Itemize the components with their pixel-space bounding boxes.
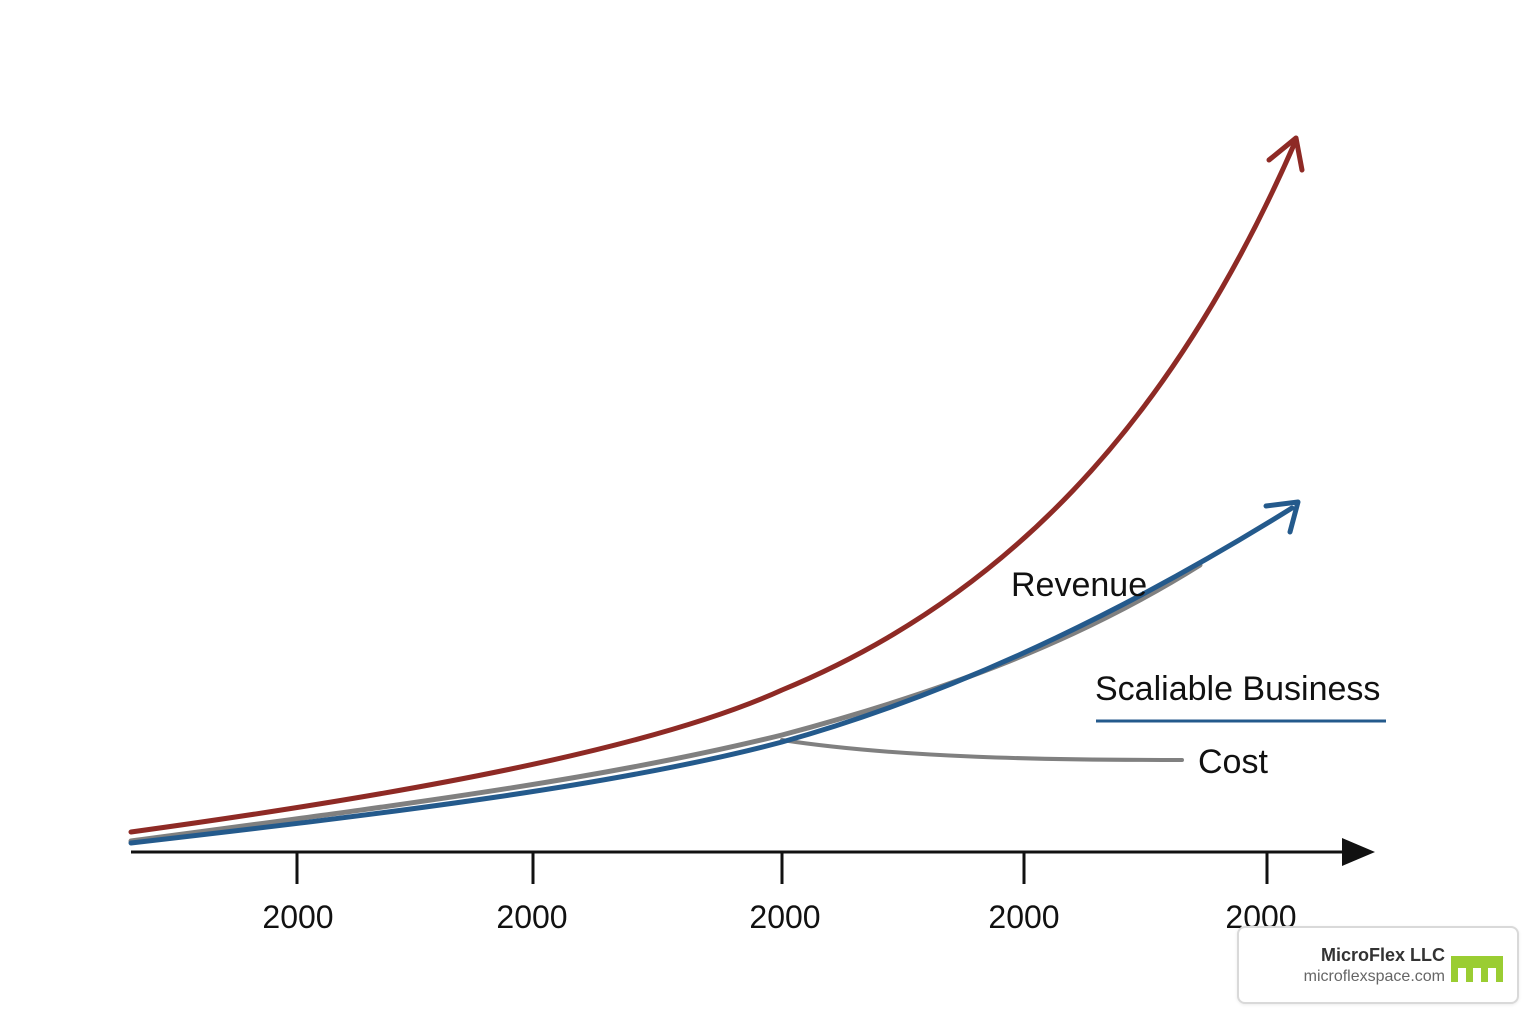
x-tick-label-1: 2000 [262, 899, 333, 935]
series-arrowhead-revenue [1266, 135, 1305, 173]
x-axis-arrowhead [1342, 838, 1375, 866]
series-line-cost [128, 562, 1203, 844]
x-tick-label-2: 2000 [496, 899, 567, 935]
x-tick-label-4: 2000 [988, 899, 1059, 935]
watermark-badge: MicroFlex LLC microflexspace.com [1237, 926, 1519, 1004]
series-arrowhead-scalable-business [1263, 499, 1301, 535]
x-tick-label-3: 2000 [749, 899, 820, 935]
watermark-text: MicroFlex LLC microflexspace.com [1304, 944, 1445, 988]
series-label-scalable-business: Scaliable Business [1095, 670, 1380, 708]
series-line-revenue [128, 137, 1299, 835]
series-label-cost: Cost [1198, 743, 1268, 781]
watermark-url: microflexspace.com [1303, 968, 1445, 985]
series-label-revenue: Revenue [1011, 566, 1147, 604]
series-line-cost-branch [780, 738, 1184, 762]
series-line-scalable-business [128, 505, 1295, 846]
microflex-logo-icon [1451, 956, 1503, 982]
watermark-company-name: MicroFlex LLC [1320, 945, 1445, 965]
